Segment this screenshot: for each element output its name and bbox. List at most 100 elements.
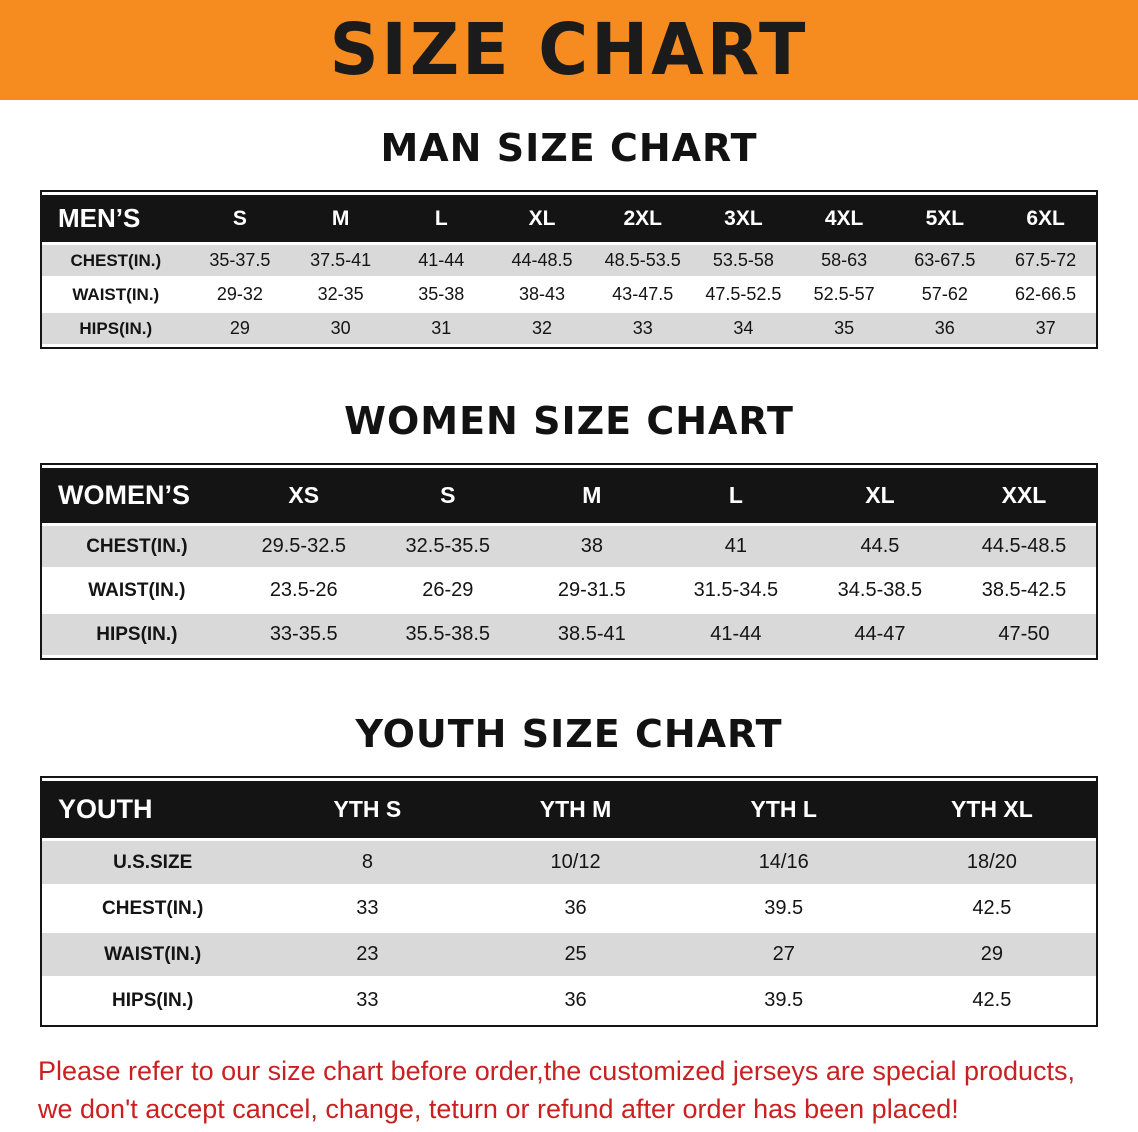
table-row: CHEST(IN.) 35-37.5 37.5-41 41-44 44-48.5 48.5… bbox=[42, 245, 1096, 276]
size-value-cell: 38 bbox=[519, 526, 664, 567]
size-column-header: XL bbox=[491, 195, 593, 242]
size-column-header: M bbox=[290, 195, 391, 242]
measure-row-label: CHEST(IN.) bbox=[42, 245, 190, 276]
size-chart-banner: SIZE CHART bbox=[0, 0, 1138, 100]
size-column-header: 2XL bbox=[592, 195, 694, 242]
measure-row-label: CHEST(IN.) bbox=[42, 887, 264, 930]
size-value-cell: 10/12 bbox=[471, 841, 680, 884]
table-row: HIPS(IN.) 33-35.5 35.5-38.5 38.5-41 41-44 44-… bbox=[42, 614, 1096, 655]
size-value-cell: 41 bbox=[663, 526, 808, 567]
table-row: U.S.SIZE 8 10/12 14/16 18/20 bbox=[42, 841, 1096, 884]
size-value-cell: 38.5-41 bbox=[519, 614, 664, 655]
size-value-cell: 37 bbox=[995, 313, 1096, 344]
size-value-cell: 41-44 bbox=[663, 614, 808, 655]
size-value-cell: 32 bbox=[491, 313, 593, 344]
measure-row-label: WAIST(IN.) bbox=[42, 933, 264, 976]
table-row: WAIST(IN.) 23.5-26 26-29 29-31.5 31.5-34.5 34… bbox=[42, 570, 1096, 611]
size-value-cell: 44.5 bbox=[807, 526, 952, 567]
size-column-header: S bbox=[189, 195, 291, 242]
size-column-header: YTH M bbox=[471, 781, 680, 838]
table-row: WAIST(IN.) 23 25 27 29 bbox=[42, 933, 1096, 976]
size-value-cell: 38-43 bbox=[491, 279, 593, 310]
size-value-cell: 34 bbox=[693, 313, 794, 344]
size-value-cell: 33 bbox=[592, 313, 694, 344]
measure-row-label: WAIST(IN.) bbox=[42, 570, 232, 611]
size-column-header: XL bbox=[807, 468, 952, 523]
measure-row-label: HIPS(IN.) bbox=[42, 313, 190, 344]
size-value-cell: 36 bbox=[471, 979, 680, 1022]
size-column-header: XXL bbox=[951, 468, 1096, 523]
size-column-header: L bbox=[390, 195, 492, 242]
size-value-cell: 33 bbox=[263, 979, 472, 1022]
men-size-table-wrapper: MEN’S S M L XL 2XL 3XL 4XL 5XL 6XL CHEST(IN.) 35-37… bbox=[40, 190, 1098, 349]
table-row: WAIST(IN.) 29-32 32-35 35-38 38-43 43-47.5 47.… bbox=[42, 279, 1096, 310]
size-value-cell: 47-50 bbox=[951, 614, 1096, 655]
size-value-cell: 44.5-48.5 bbox=[951, 526, 1096, 567]
size-column-header: 5XL bbox=[894, 195, 996, 242]
size-value-cell: 29-31.5 bbox=[519, 570, 664, 611]
size-value-cell: 52.5-57 bbox=[793, 279, 895, 310]
order-notice: Please refer to our size chart before or… bbox=[38, 1053, 1100, 1129]
women-size-table: WOMEN’S XS S M L XL XXL CHEST(IN.) 29.5-32.5 32.5… bbox=[42, 465, 1096, 658]
notice-line-2: we don't accept cancel, change, teturn o… bbox=[38, 1093, 959, 1124]
size-value-cell: 35.5-38.5 bbox=[375, 614, 520, 655]
size-value-cell: 25 bbox=[471, 933, 680, 976]
size-value-cell: 47.5-52.5 bbox=[693, 279, 794, 310]
size-column-header: S bbox=[375, 468, 520, 523]
size-value-cell: 48.5-53.5 bbox=[592, 245, 694, 276]
size-value-cell: 58-63 bbox=[793, 245, 895, 276]
size-value-cell: 35 bbox=[793, 313, 895, 344]
size-value-cell: 36 bbox=[471, 887, 680, 930]
size-value-cell: 18/20 bbox=[887, 841, 1096, 884]
measure-row-label: HIPS(IN.) bbox=[42, 979, 264, 1022]
size-value-cell: 39.5 bbox=[679, 979, 888, 1022]
size-value-cell: 42.5 bbox=[887, 887, 1096, 930]
table-header-row: YOUTH YTH S YTH M YTH L YTH XL bbox=[42, 781, 1096, 838]
page-title: SIZE CHART bbox=[329, 8, 809, 92]
table-row: HIPS(IN.) 29 30 31 32 33 34 35 36 37 bbox=[42, 313, 1096, 344]
size-value-cell: 26-29 bbox=[375, 570, 520, 611]
size-value-cell: 35-38 bbox=[390, 279, 492, 310]
size-value-cell: 38.5-42.5 bbox=[951, 570, 1096, 611]
size-column-header: YTH L bbox=[679, 781, 888, 838]
size-value-cell: 44-48.5 bbox=[491, 245, 593, 276]
size-value-cell: 36 bbox=[894, 313, 996, 344]
size-column-header: YTH XL bbox=[887, 781, 1096, 838]
size-value-cell: 33 bbox=[263, 887, 472, 930]
measure-row-label: HIPS(IN.) bbox=[42, 614, 232, 655]
measure-row-label: WAIST(IN.) bbox=[42, 279, 190, 310]
size-value-cell: 32-35 bbox=[290, 279, 391, 310]
size-value-cell: 62-66.5 bbox=[995, 279, 1096, 310]
size-value-cell: 29-32 bbox=[189, 279, 291, 310]
size-value-cell: 29.5-32.5 bbox=[231, 526, 376, 567]
size-value-cell: 14/16 bbox=[679, 841, 888, 884]
size-value-cell: 30 bbox=[290, 313, 391, 344]
youth-size-table-wrapper: YOUTH YTH S YTH M YTH L YTH XL U.S.SIZE 8 10/12… bbox=[40, 776, 1098, 1027]
measure-row-label: U.S.SIZE bbox=[42, 841, 264, 884]
size-value-cell: 44-47 bbox=[807, 614, 952, 655]
size-value-cell: 41-44 bbox=[390, 245, 492, 276]
size-value-cell: 31 bbox=[390, 313, 492, 344]
table-corner-label: MEN’S bbox=[42, 195, 190, 242]
size-value-cell: 63-67.5 bbox=[894, 245, 996, 276]
table-header-row: WOMEN’S XS S M L XL XXL bbox=[42, 468, 1096, 523]
men-size-table: MEN’S S M L XL 2XL 3XL 4XL 5XL 6XL CHEST(IN.) 35-37… bbox=[42, 192, 1096, 347]
size-column-header: YTH S bbox=[263, 781, 472, 838]
size-column-header: 3XL bbox=[693, 195, 794, 242]
size-value-cell: 57-62 bbox=[894, 279, 996, 310]
size-value-cell: 29 bbox=[887, 933, 1096, 976]
youth-size-section: YOUTH SIZE CHART YOUTH YTH S YTH M YTH L YTH… bbox=[0, 712, 1138, 1027]
size-value-cell: 31.5-34.5 bbox=[663, 570, 808, 611]
women-section-heading: WOMEN SIZE CHART bbox=[344, 399, 794, 443]
youth-section-heading: YOUTH SIZE CHART bbox=[355, 712, 783, 756]
size-value-cell: 23.5-26 bbox=[231, 570, 376, 611]
size-value-cell: 34.5-38.5 bbox=[807, 570, 952, 611]
women-size-table-wrapper: WOMEN’S XS S M L XL XXL CHEST(IN.) 29.5-32.5 32.5… bbox=[40, 463, 1098, 660]
size-value-cell: 42.5 bbox=[887, 979, 1096, 1022]
size-value-cell: 23 bbox=[263, 933, 472, 976]
table-row: HIPS(IN.) 33 36 39.5 42.5 bbox=[42, 979, 1096, 1022]
size-value-cell: 32.5-35.5 bbox=[375, 526, 520, 567]
table-corner-label: YOUTH bbox=[42, 781, 264, 838]
size-column-header: XS bbox=[231, 468, 376, 523]
table-row: CHEST(IN.) 29.5-32.5 32.5-35.5 38 41 44.5 44.5… bbox=[42, 526, 1096, 567]
